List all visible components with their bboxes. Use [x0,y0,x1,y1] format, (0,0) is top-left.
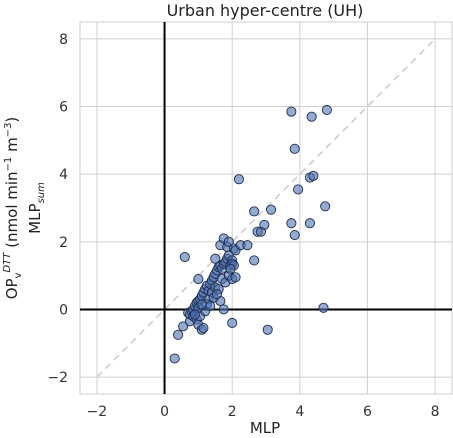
y-axis-label-line2: MLPsum [26,182,47,234]
data-point [179,251,190,263]
y-tick-label: 8 [59,32,68,48]
identity-line [96,38,436,378]
data-point [218,304,229,315]
y-tick-label: 0 [59,302,68,318]
data-point [293,184,304,195]
data-point [306,111,317,122]
data-point [233,174,244,185]
data-point [304,218,316,229]
x-tick-labels: −2 0 2 4 6 8 [87,404,440,420]
x-tick-label: 4 [295,404,304,420]
data-point [169,353,180,364]
x-tick-label: −2 [87,404,108,420]
x-tick-label: 6 [363,404,372,420]
data-point [173,329,184,340]
data-point [266,204,277,215]
data-point [227,317,238,329]
data-point [205,301,216,312]
data-point [189,309,201,320]
y-axis-label-line1: OPvDTT (nmol min−1 m−3) [2,117,24,300]
data-point [242,240,253,251]
data-point [289,143,300,154]
y-tick-label: 4 [59,167,68,183]
data-point [262,324,273,335]
data-point [230,272,241,283]
data-point [320,201,331,212]
plot-frame [79,21,453,395]
y-axis-label: OPvDTT (nmol min−1 m−3) MLPsum [2,117,47,300]
data-point [259,219,270,230]
data-point [198,323,209,334]
data-point [308,170,319,181]
data-point [225,263,236,274]
x-tick-label: 8 [431,404,440,420]
data-point [286,218,297,229]
x-tick-label: 2 [228,404,237,420]
x-axis-label: MLP [250,419,280,437]
x-tick-label: 0 [160,404,169,420]
y-tick-label: 2 [59,235,68,251]
data-point [196,299,207,310]
data-points [169,104,332,364]
y-tick-label: −2 [47,370,68,386]
data-point [178,321,189,332]
y-tick-labels: −2 0 2 4 6 8 [47,32,68,386]
data-point [318,302,329,313]
data-point [193,273,204,285]
data-point [321,104,332,115]
y-tick-label: 6 [59,100,68,116]
data-point [211,289,223,300]
chart-title: Urban hyper-centre (UH) [167,1,364,20]
data-point [223,236,234,247]
data-point [210,253,221,264]
data-point [249,255,260,266]
data-point [249,206,260,217]
data-point [289,230,300,241]
grid-lines [80,22,452,394]
data-point [286,106,297,117]
